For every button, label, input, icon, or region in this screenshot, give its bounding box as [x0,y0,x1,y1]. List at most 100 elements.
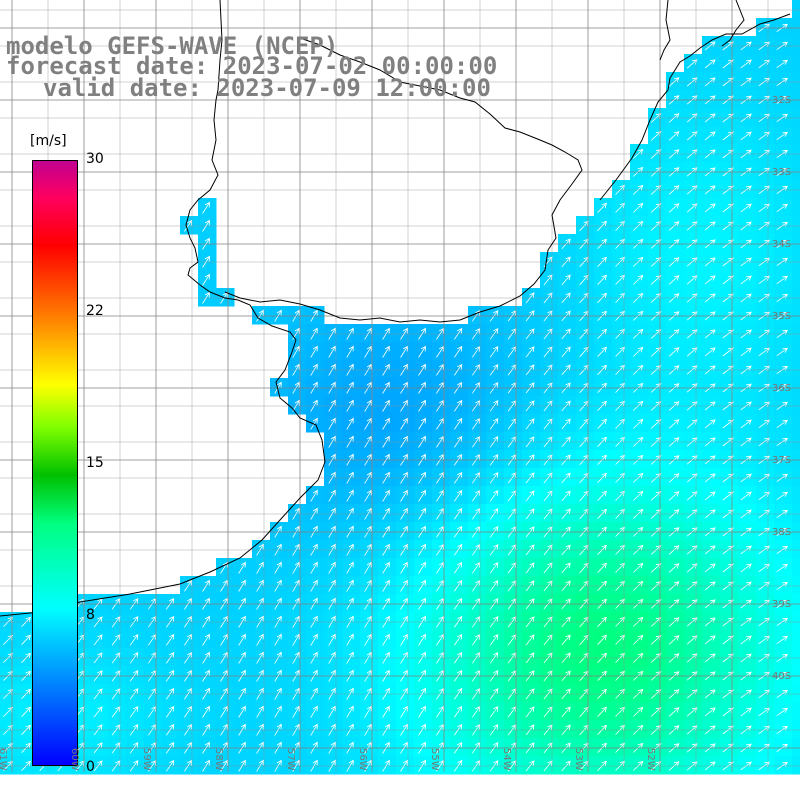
wind-cell [540,342,559,361]
wind-arrow [615,346,626,357]
wind-cell [414,378,433,397]
wind-arrow [418,705,426,718]
wind-cell [378,486,397,505]
wind-arrow [597,346,607,357]
wind-cell [180,756,199,775]
wind-cell [342,324,361,343]
wind-cell [504,558,523,577]
wind-cell [378,324,397,343]
wind-cell [252,576,271,595]
wind-cell [198,630,217,649]
wind-cell [198,720,217,739]
wind-cell [414,576,433,595]
wind-cell [792,270,800,289]
coastline [0,0,791,617]
wind-arrow [740,635,752,645]
wind-cell [792,504,800,523]
wind-cell [522,576,541,595]
wind-cell [522,450,541,469]
wind-cell [108,738,127,757]
wind-cell [342,558,361,577]
wind-cell [378,342,397,361]
wind-cell [288,324,307,343]
wind-cell [468,504,487,523]
wind-cell [414,558,433,577]
wind-cell [396,522,415,541]
wind-cell [288,594,307,613]
wind-arrow [292,705,300,718]
wind-cell [792,18,800,37]
wind-cell [324,720,343,739]
wind-cell [342,576,361,595]
wind-arrow [436,417,445,430]
wind-cell [522,306,541,325]
wind-cell [504,432,523,451]
wind-cell [468,522,487,541]
wind-cell [306,306,325,325]
wind-cell [432,450,451,469]
wind-cell [360,702,379,721]
wind-arrow [776,203,788,213]
wind-cell [468,342,487,361]
wind-arrow [418,489,426,502]
wind-cell [540,378,559,397]
wind-cell [522,342,541,361]
wind-cell [468,396,487,415]
wind-arrow [489,490,499,502]
wind-cell [468,594,487,613]
wind-cell [792,0,800,19]
wind-cell [450,342,469,361]
wind-cell [576,252,595,271]
wind-cell [432,540,451,559]
wind-cell [792,486,800,505]
wind-arrow [740,563,752,573]
wind-cell [270,378,289,397]
wind-cell [540,432,559,451]
wind-arrow [418,417,426,430]
wind-cell [288,540,307,559]
wind-cell [216,648,235,667]
wind-cell [342,630,361,649]
wind-cell [450,720,469,739]
wind-cell [576,288,595,307]
wind-cell [540,648,559,667]
wind-cell [252,666,271,685]
wind-cell [252,540,271,559]
wind-cell [540,468,559,487]
wind-cell [558,522,577,541]
wind-cell [234,612,253,631]
wind-cell [468,702,487,721]
wind-cell [324,360,343,379]
wind-cell [252,648,271,667]
wind-arrow [615,418,626,429]
wind-cell [486,396,505,415]
wind-cell [504,486,523,505]
wind-arrow [633,346,644,357]
wind-arrow [165,705,175,718]
wind-cell [162,594,181,613]
wind-cell [558,594,577,613]
wind-cell [486,306,505,325]
wind-cell [468,486,487,505]
wind-cell [306,540,325,559]
wind-arrow [633,634,644,645]
wind-cell [180,702,199,721]
wind-arrow [453,705,463,718]
wind-cell [468,630,487,649]
wind-cell [540,504,559,523]
wind-cell [342,702,361,721]
wind-cell [360,378,379,397]
wind-arrow [220,129,228,142]
wind-cell [792,90,800,109]
wind-arrow [400,417,408,430]
wind-arrow [597,418,607,429]
wind-cell [234,648,253,667]
wind-cell [540,684,559,703]
wind-cell [468,324,487,343]
wind-cell [576,360,595,379]
longitude-label: 61W [0,748,8,771]
wind-cell [270,594,289,613]
wind-arrow [489,562,499,574]
wind-cell [432,522,451,541]
forecast-date: forecast date: 2023-07-02 00:00:00 [6,52,498,80]
